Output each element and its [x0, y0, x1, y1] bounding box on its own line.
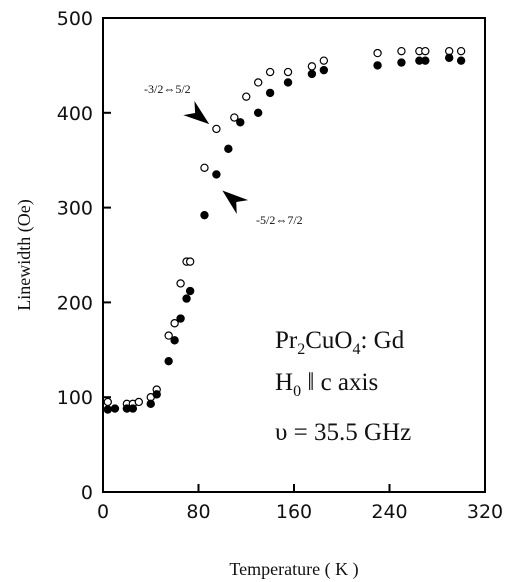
data-points: [103, 46, 466, 414]
sample-formula-sub-4: 4: [352, 341, 360, 358]
open-circle-point: [319, 56, 329, 65]
filled-circle-point: [224, 144, 233, 154]
frequency-label: υ = 35.5 GHz: [275, 419, 411, 446]
open-circle-point: [373, 48, 382, 58]
filled-circle-point: [176, 314, 185, 323]
open-circle-point: [185, 257, 195, 266]
x-tick-label: 160: [276, 501, 312, 523]
open-circle-point: [456, 46, 466, 56]
filled-circle-point: [456, 56, 466, 65]
sample-formula-cuo: CuO: [305, 327, 352, 354]
annotation-arrows: [183, 100, 249, 215]
filled-circle-point: [373, 61, 382, 70]
open-circle-point: [265, 67, 275, 77]
open-circle-point: [200, 163, 209, 172]
field-parallel-c: ‖ c axis: [301, 369, 378, 396]
open-circle-point: [242, 92, 251, 101]
sample-formula-pr: Pr: [275, 327, 298, 354]
open-circle-point: [176, 279, 185, 288]
y-tick-label: 0: [81, 482, 93, 504]
filled-circle-point: [421, 56, 430, 65]
open-circle-point: [307, 62, 317, 71]
sample-formula-dopant: : Gd: [360, 327, 404, 354]
filled-circle-point: [152, 390, 161, 399]
filled-circle-point: [319, 65, 329, 75]
open-circle-point: [421, 46, 430, 56]
open-circle-point: [283, 67, 293, 77]
open-circle-point: [397, 46, 406, 56]
filled-circle-point: [110, 404, 120, 413]
sample-formula: Pr2CuO4: Gd: [275, 327, 405, 358]
open-circle-point: [212, 124, 221, 134]
y-tick-label: 400: [57, 103, 93, 125]
annotation-label-upper: -3/2⇔5/2: [144, 82, 191, 96]
x-tick-label: 80: [186, 501, 210, 523]
y-tick-label: 200: [57, 292, 93, 314]
filled-circle-point: [146, 399, 155, 409]
filled-circle-point: [236, 118, 245, 127]
open-circle-point: [134, 397, 144, 407]
x-tick-label: 320: [467, 501, 503, 523]
y-axis-label: Linewidth (Oe): [14, 199, 35, 310]
x-axis-label: Temperature ( K ): [229, 559, 358, 580]
filled-circle-point: [397, 58, 406, 67]
filled-circle-point: [307, 69, 317, 79]
filled-circle-point: [128, 404, 138, 413]
field-h: H: [275, 369, 293, 396]
filled-circle-point: [283, 78, 293, 87]
annotation-label-lower: -5/2⇔7/2: [256, 213, 303, 227]
filled-circle-point: [182, 294, 191, 303]
filled-circle-point: [212, 170, 221, 179]
open-circle-point: [170, 319, 179, 328]
filled-circle-point: [200, 210, 209, 220]
filled-circle-point: [444, 53, 454, 63]
filled-circle-point: [164, 356, 173, 366]
open-circle-point: [230, 113, 239, 122]
filled-circle-point: [103, 405, 112, 414]
field-sub-0: 0: [293, 383, 301, 400]
arrow-upper-transition: [183, 100, 210, 125]
filled-circle-point: [253, 108, 263, 118]
open-circle-point: [103, 397, 112, 407]
filled-circle-point: [265, 88, 275, 98]
y-tick-label: 100: [57, 387, 93, 409]
filled-circle-point: [170, 336, 179, 345]
filled-circle-point: [185, 286, 195, 296]
y-tick-label: 500: [57, 8, 93, 30]
x-tick-label: 0: [97, 501, 109, 523]
arrow-lower-transition: [222, 190, 249, 215]
open-circle-point: [253, 78, 263, 87]
sample-formula-sub-2: 2: [297, 341, 305, 358]
field-orientation: H0 ‖ c axis: [275, 369, 378, 400]
open-circle-point: [164, 331, 173, 340]
x-tick-label: 240: [371, 501, 407, 523]
y-tick-label: 300: [57, 198, 93, 220]
